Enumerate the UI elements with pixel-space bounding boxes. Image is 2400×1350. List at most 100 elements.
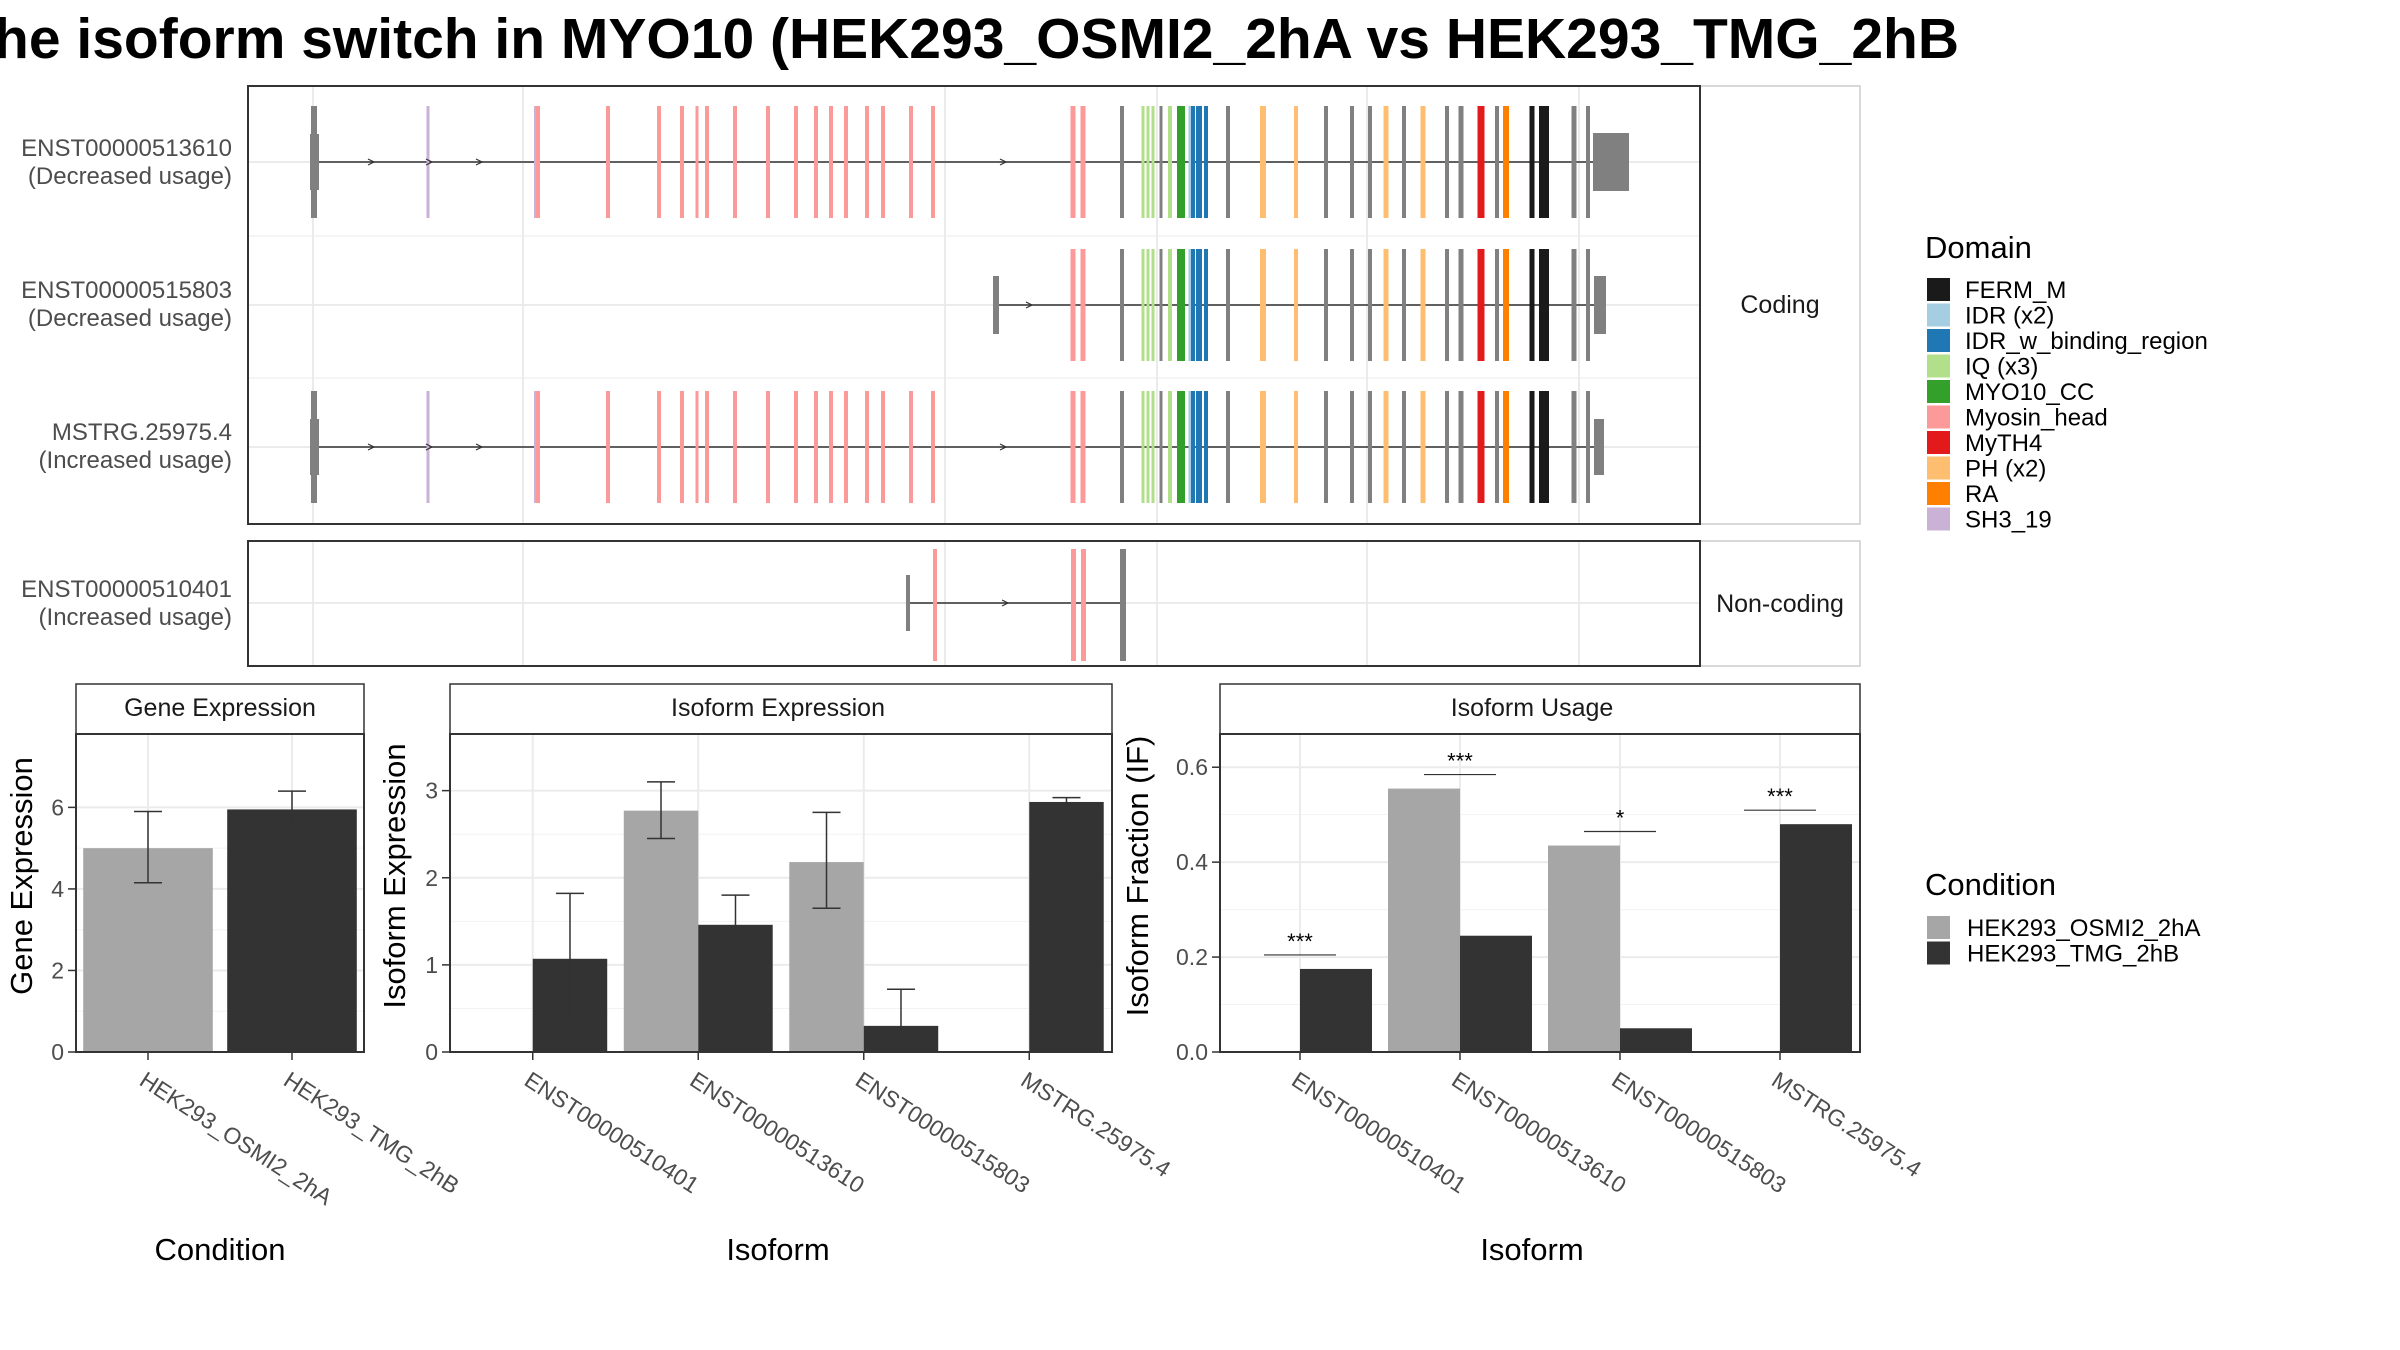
panel-border xyxy=(75,733,365,1053)
legend-label: FERM_M xyxy=(1965,277,2066,304)
exon-g xyxy=(1159,391,1163,503)
chart-title: Isoform Expression xyxy=(671,694,885,722)
exon-sh xyxy=(534,106,536,218)
exon-mh xyxy=(814,391,818,503)
exon-iq xyxy=(1146,249,1150,361)
exon-idr xyxy=(1188,249,1192,361)
exon-idrb xyxy=(1204,106,1208,218)
y-tick-label: 2 xyxy=(51,957,64,983)
legend-label: MyTH4 xyxy=(1965,430,2042,457)
legend-label: IDR_w_binding_region xyxy=(1965,328,2208,355)
exon-g xyxy=(1159,249,1163,361)
exon-ph xyxy=(1260,391,1266,503)
strand-arrow xyxy=(425,443,434,451)
domain-legend-title: Domain xyxy=(1925,230,2032,265)
legend-key xyxy=(1927,431,1950,454)
exon-mh xyxy=(865,391,869,503)
exon-mh xyxy=(1070,391,1076,503)
exon-mh xyxy=(814,106,818,218)
exon-mh xyxy=(606,391,610,503)
exon-iq xyxy=(1141,249,1145,361)
significance-label: * xyxy=(1616,806,1625,831)
transcript-usage-label: (Decreased usage) xyxy=(28,305,232,332)
exon-mh xyxy=(733,391,737,503)
exon-mh xyxy=(829,106,833,218)
exon-g xyxy=(1324,106,1328,218)
exon-mh xyxy=(733,106,737,218)
exon-ph xyxy=(1420,249,1426,361)
exon-ferm xyxy=(1539,391,1549,503)
exon-g xyxy=(1402,106,1406,218)
exon-g xyxy=(1368,249,1372,361)
strand-arrow xyxy=(1001,599,1010,607)
y-tick-label: 0.2 xyxy=(1176,944,1208,970)
y-tick-label: 0 xyxy=(51,1039,64,1065)
exon-mh xyxy=(695,391,699,503)
strand-arrow xyxy=(367,443,376,451)
exon-idrb xyxy=(1191,106,1195,218)
strand-arrow xyxy=(475,158,484,166)
exon-ph xyxy=(1420,391,1426,503)
exon-g xyxy=(1159,106,1163,218)
coding-strip xyxy=(1699,85,1861,525)
exon-iq xyxy=(1146,391,1150,503)
transcript-usage-label: (Decreased usage) xyxy=(28,163,232,190)
noncoding-strip-label: Non-coding xyxy=(1716,590,1844,618)
bar xyxy=(227,809,357,1052)
exon-iq xyxy=(1141,106,1145,218)
exon-sh xyxy=(534,391,536,503)
y-tick-label: 6 xyxy=(51,794,64,820)
noncoding-strip xyxy=(1699,540,1861,667)
exon-mt xyxy=(1477,391,1485,503)
exon-g xyxy=(1120,249,1124,361)
y-tick-label: 0.6 xyxy=(1176,754,1208,780)
exon-ra xyxy=(1503,249,1509,361)
exon-iq xyxy=(1168,391,1172,503)
legend-key xyxy=(1927,507,1950,531)
exon-g xyxy=(1495,249,1499,361)
exon-mh xyxy=(931,391,935,503)
exon-ph xyxy=(1260,249,1266,361)
exon-mt xyxy=(1477,249,1485,361)
exon-mh xyxy=(1071,549,1076,661)
exon-g xyxy=(1586,249,1590,361)
exon-ph xyxy=(1294,249,1298,361)
bar xyxy=(1300,968,1372,1052)
bar xyxy=(1460,935,1532,1052)
utr-3 xyxy=(1594,419,1604,475)
isoform-usage-chart: Isoform Usage0.00.20.40.6**********ENST0… xyxy=(1120,683,1926,1267)
exon-iq xyxy=(1168,249,1172,361)
exon-idrb xyxy=(1196,391,1202,503)
exon-g xyxy=(1586,391,1590,503)
chart-title: Gene Expression xyxy=(124,694,316,722)
legend-label: IDR (x2) xyxy=(1965,303,2054,330)
y-axis-title: Isoform Fraction (IF) xyxy=(1120,736,1155,1017)
exon-mh xyxy=(657,391,661,503)
exon-mh xyxy=(1070,106,1076,218)
exon-mh xyxy=(680,106,684,218)
transcript-structure: Coding Non-coding ENST00000513610 (Decre… xyxy=(21,85,1861,667)
x-tick-label: ENST00000510401 xyxy=(520,1066,704,1198)
x-axis-title: Isoform xyxy=(726,1232,829,1267)
condition-legend-title: Condition xyxy=(1925,867,2056,902)
bar xyxy=(623,810,699,1052)
exon-cc xyxy=(1177,106,1185,218)
exon-cc xyxy=(1177,249,1185,361)
coding-strip-label: Coding xyxy=(1740,291,1819,319)
exon-mh xyxy=(881,106,885,218)
exon-g xyxy=(1445,106,1449,218)
bar xyxy=(1620,1028,1692,1052)
noncoding-panel-border xyxy=(247,540,1701,667)
exon-g xyxy=(1350,106,1354,218)
exon-sh xyxy=(426,106,430,218)
legend-label: SH3_19 xyxy=(1965,507,2052,534)
exon-mh xyxy=(865,106,869,218)
legend-label: MYO10_CC xyxy=(1965,379,2094,406)
strand-arrow xyxy=(475,443,484,451)
exon-g xyxy=(1368,106,1372,218)
exon-g xyxy=(1324,249,1328,361)
y-tick-label: 3 xyxy=(425,778,438,804)
legend-label: HEK293_TMG_2hB xyxy=(1967,941,2179,968)
